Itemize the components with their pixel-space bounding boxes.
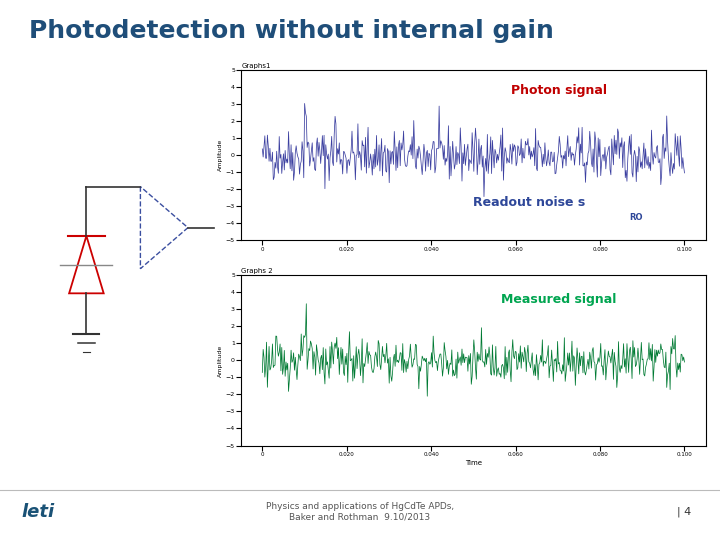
Text: Graphs 2: Graphs 2 bbox=[241, 268, 273, 274]
Text: Photon signal: Photon signal bbox=[510, 84, 606, 97]
X-axis label: Time: Time bbox=[465, 460, 482, 465]
Text: Photodetection without internal gain: Photodetection without internal gain bbox=[29, 19, 554, 43]
Text: leti: leti bbox=[22, 503, 55, 521]
Text: Measured signal: Measured signal bbox=[501, 293, 616, 306]
Y-axis label: Amplitude: Amplitude bbox=[218, 345, 223, 376]
Text: Readout noise s: Readout noise s bbox=[474, 196, 585, 210]
Text: Graphs1: Graphs1 bbox=[241, 63, 271, 69]
Y-axis label: Amplitude: Amplitude bbox=[218, 139, 223, 171]
Text: Physics and applications of HgCdTe APDs,
Baker and Rothman  9.10/2013: Physics and applications of HgCdTe APDs,… bbox=[266, 502, 454, 522]
Text: | 4: | 4 bbox=[677, 507, 691, 517]
Text: RO: RO bbox=[629, 213, 642, 222]
